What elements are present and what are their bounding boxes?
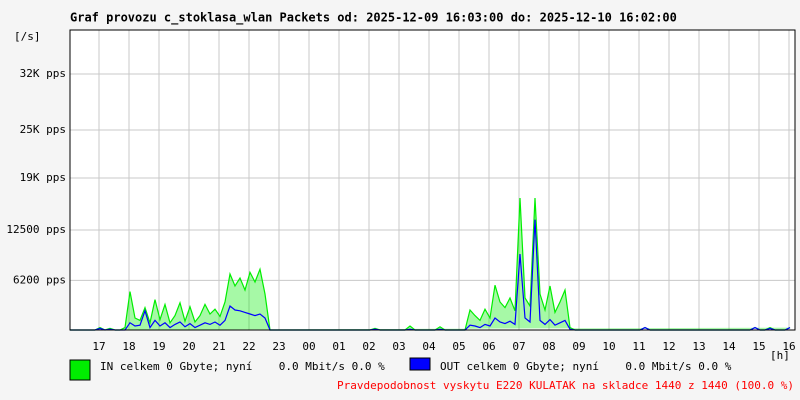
x-tick-label: 22 xyxy=(242,340,255,353)
y-tick-label: 32K pps xyxy=(20,67,66,80)
y-tick-label: 19K pps xyxy=(20,171,66,184)
x-tick-label: 14 xyxy=(722,340,736,353)
x-axis-label: [h] xyxy=(770,349,790,362)
x-tick-label: 03 xyxy=(392,340,405,353)
x-tick-label: 16 xyxy=(782,340,795,353)
x-tick-label: 05 xyxy=(452,340,465,353)
x-tick-label: 10 xyxy=(602,340,615,353)
x-tick-label: 15 xyxy=(752,340,765,353)
x-tick-label: 09 xyxy=(572,340,585,353)
x-tick-label: 00 xyxy=(302,340,315,353)
x-tick-label: 08 xyxy=(542,340,555,353)
legend-swatch xyxy=(409,357,431,371)
y-tick-label: 12500 pps xyxy=(6,223,66,236)
y-axis-label: [/s] xyxy=(14,30,41,43)
x-tick-label: 01 xyxy=(332,340,345,353)
x-tick-label: 23 xyxy=(272,340,285,353)
x-tick-label: 11 xyxy=(632,340,645,353)
chart-title: Graf provozu c_stoklasa_wlan Packets od:… xyxy=(70,11,677,26)
x-tick-label: 19 xyxy=(152,340,165,353)
y-tick-label: 25K pps xyxy=(20,123,66,136)
legend-swatch xyxy=(69,359,91,381)
x-tick-label: 12 xyxy=(662,340,675,353)
x-tick-label: 17 xyxy=(92,340,105,353)
x-tick-label: 20 xyxy=(182,340,195,353)
x-tick-label: 06 xyxy=(482,340,495,353)
note: Pravdepodobnost vyskytu E220 KULATAK na … xyxy=(337,379,794,392)
legend-label: OUT celkem 0 Gbyte; nyní 0.0 Mbit/s 0.0 … xyxy=(440,360,732,373)
x-tick-label: 02 xyxy=(362,340,375,353)
plot-border xyxy=(69,29,796,331)
y-tick-label: 6200 pps xyxy=(13,273,66,286)
x-tick-label: 07 xyxy=(512,340,525,353)
x-tick-label: 13 xyxy=(692,340,705,353)
x-tick-label: 04 xyxy=(422,340,436,353)
x-tick-label: 18 xyxy=(122,340,135,353)
plot-area xyxy=(70,30,795,330)
legend-label: IN celkem 0 Gbyte; nyní 0.0 Mbit/s 0.0 % xyxy=(100,360,385,373)
x-tick-label: 21 xyxy=(212,340,225,353)
